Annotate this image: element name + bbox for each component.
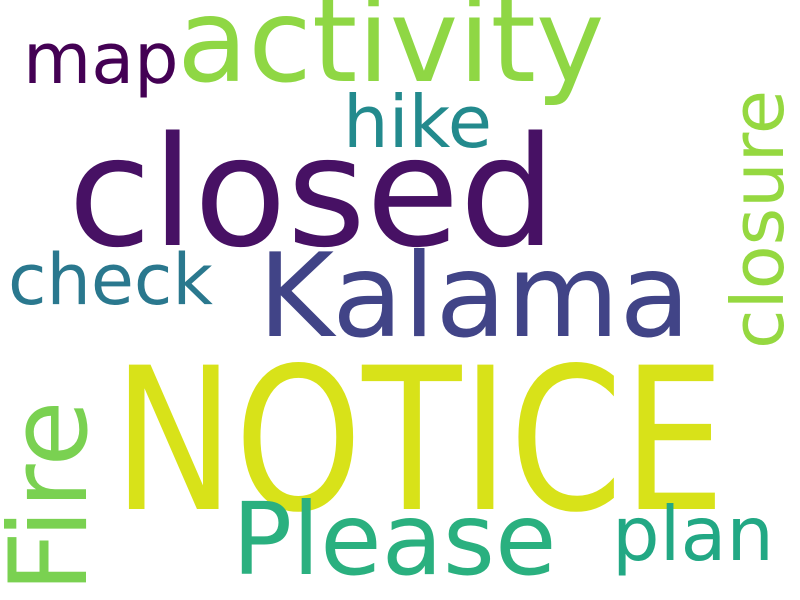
word-fire: Fire <box>0 400 112 593</box>
word-closed: closed <box>68 104 556 281</box>
word-check: check <box>8 239 213 321</box>
word-activity: activity <box>177 0 605 109</box>
word-map: map <box>23 18 179 100</box>
word-notice: NOTICE <box>113 325 726 556</box>
word-closure: closure <box>716 89 800 349</box>
word-plan: plan <box>612 490 774 578</box>
word-hike: hike <box>343 80 493 164</box>
word-please: Please <box>232 481 557 598</box>
word-kalama: Kalama <box>258 229 691 364</box>
